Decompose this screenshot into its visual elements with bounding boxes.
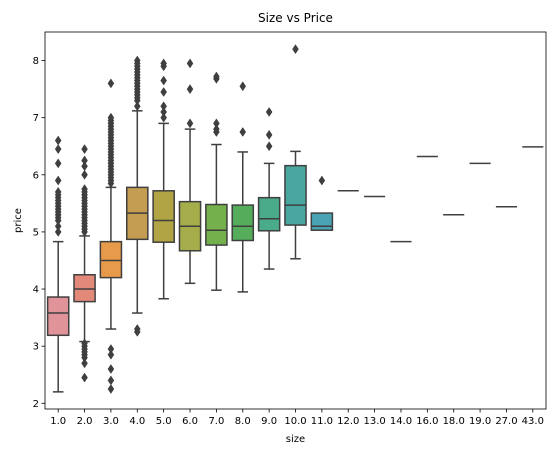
outlier-point: [160, 107, 167, 117]
outlier-point: [213, 118, 220, 129]
outlier-point: [81, 358, 88, 369]
outlier-point: [81, 161, 88, 172]
outlier-point: [239, 127, 247, 137]
x-axis: 1.0 2.0 3.0 4.0 5.0 6.0 7.0 8.0 9.0 10.0 11.0 12.0 1…: [50, 409, 544, 427]
x-tick-label: 5.0: [156, 416, 172, 427]
x-tick-label: 19.0: [469, 416, 491, 427]
x-tick-label: 7.0: [208, 416, 224, 427]
chart-title: Size vs Price: [258, 11, 333, 25]
box-group: [310, 175, 334, 231]
outlier-point: [54, 144, 62, 155]
outlier-point: [54, 186, 62, 197]
y-tick-label: 5: [33, 227, 39, 238]
outlier-point: [81, 169, 88, 180]
outlier-point: [318, 175, 326, 186]
box: [73, 274, 96, 303]
box: [257, 196, 281, 232]
outlier-point: [54, 175, 62, 186]
x-tick-label: 9.0: [261, 416, 277, 427]
outlier-point: [81, 155, 88, 166]
outlier-point: [133, 101, 141, 112]
outlier-point: [265, 129, 273, 140]
outlier-point: [107, 364, 115, 374]
outlier-point: [54, 221, 62, 232]
outlier-point: [186, 58, 194, 69]
y-tick-label: 3: [33, 342, 39, 353]
box: [205, 203, 228, 246]
box: [284, 164, 307, 226]
outlier-point: [265, 107, 273, 117]
x-tick-label: 18.0: [443, 416, 465, 427]
x-tick-label: 27.0: [495, 416, 517, 427]
x-tick-label: 2.0: [77, 416, 93, 427]
outlier-point: [107, 344, 115, 354]
outlier-point: [160, 101, 167, 112]
outlier-point: [133, 324, 141, 334]
box-group: [205, 71, 228, 291]
x-tick-label: 16.0: [416, 416, 438, 427]
box-group: [284, 44, 307, 260]
outlier-point: [54, 158, 62, 169]
x-tick-label: 10.0: [284, 416, 306, 427]
y-tick-label: 4: [33, 285, 39, 296]
x-tick-label: 13.0: [363, 416, 385, 427]
plot-area: [46, 44, 544, 394]
outlier-point: [54, 135, 62, 146]
outlier-point: [107, 112, 115, 123]
x-tick-label: 11.0: [311, 416, 333, 427]
outlier-point: [160, 87, 167, 97]
box: [46, 296, 70, 337]
box: [99, 240, 123, 279]
x-tick-label: 14.0: [390, 416, 412, 427]
box: [152, 190, 175, 243]
box-group: [152, 58, 175, 300]
x-tick-label: 43.0: [522, 416, 544, 427]
x-tick-label: 4.0: [129, 416, 145, 427]
outlier-point: [107, 375, 115, 386]
outlier-point: [54, 226, 62, 237]
outlier-point: [213, 124, 220, 135]
outlier-point: [186, 118, 194, 129]
box-group: [257, 107, 281, 270]
y-tick-label: 2: [33, 399, 39, 410]
box: [231, 204, 255, 242]
box-group: [178, 58, 202, 285]
outlier-point: [213, 71, 220, 82]
outlier-point: [133, 55, 141, 66]
box: [310, 212, 334, 231]
outlier-point: [81, 338, 88, 349]
x-tick-label: 1.0: [50, 416, 66, 427]
x-tick-label: 3.0: [103, 416, 119, 427]
x-tick-label: 6.0: [182, 416, 198, 427]
outlier-point: [160, 58, 167, 69]
x-tick-label: 8.0: [235, 416, 251, 427]
outlier-point: [265, 141, 273, 152]
y-tick-label: 6: [33, 170, 39, 181]
box-group: [125, 55, 149, 337]
outlier-point: [292, 44, 299, 55]
box-group: [99, 78, 123, 394]
outlier-point: [239, 81, 247, 92]
y-axis-label: price: [13, 208, 24, 233]
outlier-point: [186, 84, 194, 95]
y-tick-label: 8: [33, 56, 39, 67]
box-group: [231, 81, 255, 293]
outlier-point: [160, 112, 167, 123]
x-axis-label: size: [286, 434, 305, 445]
outlier-point: [107, 349, 115, 360]
box-group: [73, 144, 96, 383]
outlier-point: [160, 75, 167, 86]
outlier-point: [107, 78, 115, 89]
y-axis: 2 3 4 5 6 7 8: [33, 56, 45, 410]
outlier-point: [81, 372, 88, 383]
outlier-point: [81, 144, 88, 155]
outlier-point: [81, 184, 88, 195]
outlier-point: [107, 384, 115, 394]
y-tick-label: 7: [33, 113, 39, 124]
box-group: [46, 135, 70, 393]
x-tick-label: 12.0: [337, 416, 359, 427]
